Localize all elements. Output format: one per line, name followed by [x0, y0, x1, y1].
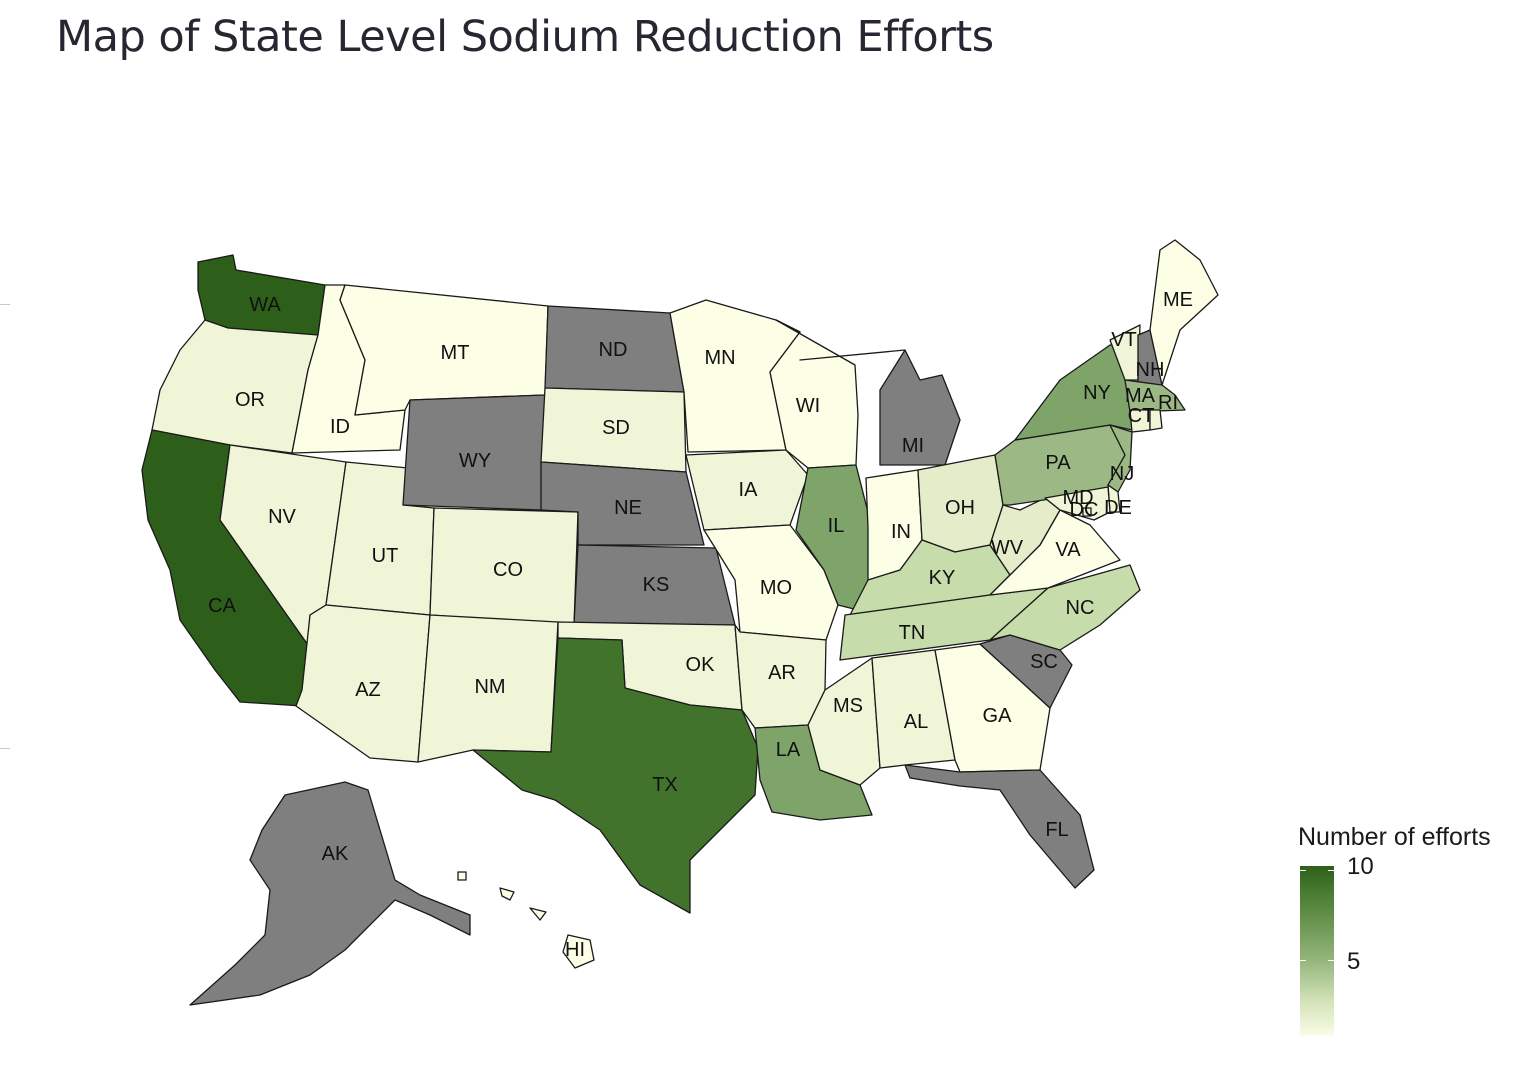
- edge-tick-mark: [0, 748, 10, 749]
- legend-tickmark: [1300, 870, 1306, 871]
- state-label-ct: CT: [1128, 405, 1155, 427]
- state-ak[interactable]: [189, 781, 471, 1006]
- state-label-vt: VT: [1111, 329, 1137, 351]
- state-label-hi: HI: [565, 939, 585, 961]
- state-label-ny: NY: [1083, 382, 1111, 404]
- state-label-az: AZ: [355, 679, 381, 701]
- state-tx[interactable]: [472, 637, 759, 914]
- state-label-ri: RI: [1158, 392, 1178, 414]
- edge-tick-mark: [0, 304, 10, 305]
- state-label-co: CO: [493, 559, 523, 581]
- state-label-la: LA: [776, 739, 801, 761]
- state-label-ut: UT: [372, 545, 399, 567]
- legend-tickmark: [1328, 870, 1334, 871]
- state-mi[interactable]: [799, 349, 961, 466]
- legend-color-bar: [1300, 866, 1334, 1036]
- state-label-nh: NH: [1136, 359, 1165, 381]
- page-title: Map of State Level Sodium Reduction Effo…: [56, 12, 994, 62]
- state-label-ak: AK: [322, 843, 349, 865]
- state-label-ca: CA: [208, 595, 236, 617]
- state-me[interactable]: [1149, 239, 1219, 386]
- labels-layer: WA OR CA ID MT NV UT AZ WY CO NM ND SD NE KS OK TX MN IA MO…: [208, 289, 1193, 961]
- legend-tick-high: 10: [1347, 853, 1374, 880]
- state-fl[interactable]: [904, 764, 1095, 889]
- state-label-ia: IA: [739, 479, 759, 501]
- state-label-nm: NM: [474, 676, 505, 698]
- state-label-dc: DC: [1070, 499, 1099, 521]
- state-or[interactable]: [151, 319, 319, 454]
- state-label-md: MD: [1062, 487, 1093, 509]
- state-mo[interactable]: [703, 524, 839, 641]
- state-label-me: ME: [1163, 289, 1193, 311]
- state-label-nd: ND: [599, 339, 628, 361]
- state-label-va: VA: [1055, 539, 1081, 561]
- state-label-nj: NJ: [1110, 463, 1134, 485]
- state-al[interactable]: [871, 649, 956, 769]
- legend-tickmark: [1328, 960, 1334, 961]
- state-label-id: ID: [330, 416, 350, 438]
- state-label-in: IN: [891, 521, 911, 543]
- state-label-tn: TN: [899, 622, 926, 644]
- states-layer: [141, 239, 1219, 1006]
- state-label-tx: TX: [652, 774, 678, 796]
- state-label-fl: FL: [1045, 819, 1068, 841]
- state-label-mt: MT: [441, 342, 470, 364]
- state-label-oh: OH: [945, 497, 975, 519]
- legend-tickmark: [1300, 960, 1306, 961]
- state-label-nv: NV: [268, 506, 296, 528]
- state-label-ar: AR: [768, 662, 796, 684]
- state-label-ky: KY: [929, 567, 956, 589]
- state-label-wy: WY: [459, 450, 491, 472]
- legend-title: Number of efforts: [1298, 823, 1491, 851]
- state-label-ok: OK: [686, 654, 716, 676]
- state-ri[interactable]: [1149, 409, 1163, 431]
- state-nc[interactable]: [989, 564, 1141, 651]
- state-label-ga: GA: [983, 705, 1013, 727]
- state-hi[interactable]: [457, 871, 595, 969]
- state-label-ms: MS: [833, 695, 863, 717]
- state-md[interactable]: [1044, 486, 1111, 521]
- state-label-mn: MN: [704, 347, 735, 369]
- state-label-sc: SC: [1030, 651, 1058, 673]
- state-ia[interactable]: [685, 449, 809, 531]
- state-label-sd: SD: [602, 417, 630, 439]
- state-label-al: AL: [904, 711, 928, 733]
- state-ma[interactable]: [1124, 379, 1186, 413]
- state-label-mo: MO: [760, 577, 792, 599]
- state-label-nc: NC: [1066, 597, 1095, 619]
- state-dc[interactable]: [1082, 507, 1092, 517]
- state-label-ks: KS: [643, 574, 670, 596]
- state-label-ma: MA: [1125, 385, 1156, 407]
- state-label-ne: NE: [614, 497, 642, 519]
- legend-tick-mid: 5: [1347, 948, 1361, 975]
- state-label-mi: MI: [902, 435, 924, 457]
- state-label-de: DE: [1104, 497, 1132, 519]
- state-label-wa: WA: [249, 294, 281, 316]
- state-label-pa: PA: [1045, 452, 1071, 474]
- state-label-or: OR: [235, 389, 265, 411]
- state-label-wv: WV: [991, 537, 1024, 559]
- state-label-il: IL: [828, 515, 845, 537]
- state-label-wi: WI: [796, 395, 820, 417]
